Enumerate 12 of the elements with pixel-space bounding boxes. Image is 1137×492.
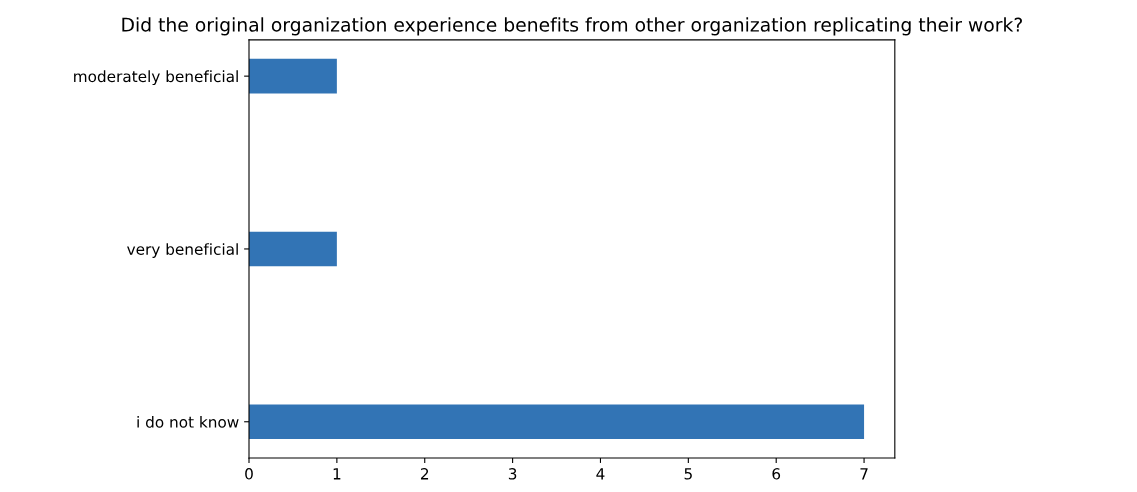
x-tick-label: 0 [245, 468, 253, 480]
x-tick-label: 5 [684, 468, 692, 480]
x-tick-label: 7 [860, 468, 868, 480]
x-tick-label: 2 [420, 468, 429, 480]
y-tick-label: very beneficial [127, 243, 238, 258]
x-tick-label: 1 [333, 468, 341, 480]
y-tick-label: moderately beneficial [74, 70, 238, 86]
chart-title: Did the original organization experience benefits from other organization replicating their work? [122, 17, 1022, 36]
x-tick-label: 4 [596, 468, 605, 480]
x-tick-label: 6 [772, 468, 781, 480]
y-tick-label: i do not know [137, 415, 239, 428]
x-tick-label: 3 [508, 468, 517, 480]
